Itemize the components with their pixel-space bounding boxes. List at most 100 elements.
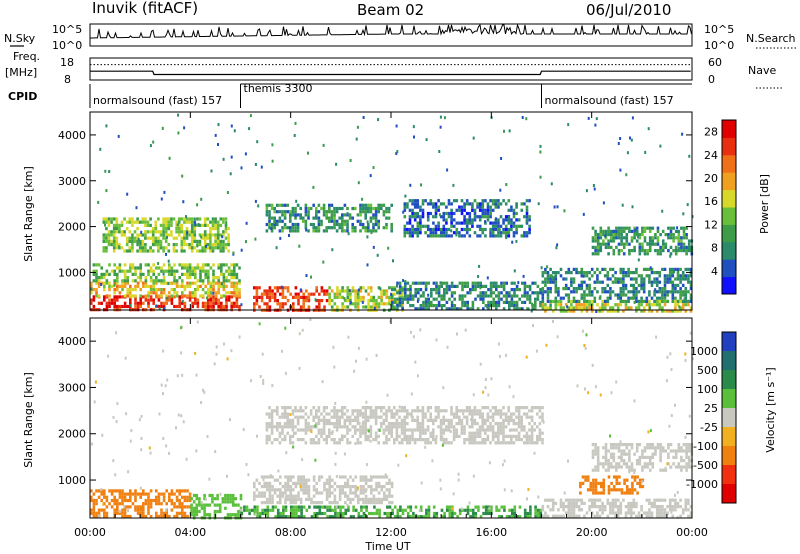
heatmap-cell (489, 409, 492, 413)
heatmap-cell (674, 306, 677, 310)
heatmap-cell (419, 505, 423, 509)
heatmap-cell (254, 199, 257, 203)
heatmap-cell (439, 125, 442, 129)
heatmap-cell (263, 292, 266, 296)
heatmap-cell (178, 498, 181, 503)
heatmap-cell (273, 299, 277, 303)
heatmap-cell (325, 422, 328, 426)
heatmap-cell (387, 206, 391, 211)
heatmap-cell (502, 281, 506, 285)
heatmap-cell (673, 270, 676, 274)
heatmap-cell (320, 431, 323, 435)
heatmap-cell (390, 222, 393, 227)
heatmap-cell (199, 272, 202, 276)
heatmap-cell (486, 438, 490, 442)
heatmap-cell (465, 418, 469, 422)
heatmap-cell (421, 406, 425, 410)
heatmap-cell (239, 506, 243, 510)
heatmap-cell (217, 291, 220, 295)
heatmap-cell (136, 266, 140, 270)
heatmap-cell (492, 300, 495, 304)
heatmap-cell (687, 242, 691, 246)
heatmap-cell (516, 515, 519, 519)
heatmap-cell (120, 230, 124, 234)
heatmap-cell (238, 291, 241, 295)
heatmap-cell (590, 501, 594, 505)
heatmap-cell (612, 443, 616, 447)
heatmap-cell (385, 475, 389, 479)
heatmap-cell (170, 281, 174, 285)
heatmap-cell (510, 418, 513, 422)
heatmap-cell (452, 438, 456, 442)
heatmap-cell (300, 508, 303, 512)
heatmap-cell (667, 236, 670, 240)
heatmap-cell (195, 513, 199, 517)
heatmap-cell (432, 288, 436, 292)
heatmap-cell (403, 422, 406, 426)
nsky-trace (89, 23, 692, 44)
heatmap-cell (390, 422, 393, 426)
heatmap-cell (370, 475, 373, 479)
heatmap-cell (658, 508, 662, 512)
heatmap-cell (364, 431, 367, 435)
heatmap-cell (641, 229, 644, 233)
heatmap-cell (108, 263, 111, 267)
heatmap-cell (328, 488, 331, 492)
heatmap-cell (346, 226, 349, 230)
heatmap-cell (575, 287, 578, 291)
heatmap-cell (528, 224, 531, 228)
heatmap-cell (588, 498, 591, 502)
heatmap-cell (536, 425, 539, 429)
heatmap-cell (617, 142, 620, 145)
heatmap-cell (641, 242, 644, 246)
heatmap-cell (227, 269, 231, 273)
heatmap-cell (195, 497, 199, 501)
heatmap-cell (619, 511, 623, 515)
heatmap-cell (230, 281, 233, 285)
heatmap-cell (687, 267, 690, 271)
heatmap-cell (471, 288, 475, 292)
heatmap-cell (281, 292, 285, 296)
heatmap-cell (453, 284, 456, 288)
heatmap-cell (679, 290, 682, 294)
heatmap-cell (572, 498, 576, 502)
heatmap-cell (162, 281, 166, 285)
heatmap-cell (494, 422, 497, 426)
heatmap-cell (515, 224, 518, 228)
heatmap-cell (291, 418, 295, 422)
heatmap-cell (212, 281, 215, 285)
heatmap-cell (471, 511, 475, 516)
heatmap-cell (539, 144, 542, 148)
heatmap-cell (611, 505, 615, 509)
heatmap-cell (400, 409, 404, 413)
heatmap-cell (190, 503, 193, 507)
heatmap-cell (203, 230, 207, 234)
heatmap-cell (103, 288, 106, 292)
heatmap-cell (149, 246, 152, 250)
heatmap-cell (224, 497, 227, 501)
heatmap-cell (181, 511, 184, 515)
heatmap-cell (341, 229, 344, 233)
heatmap-cell (460, 409, 464, 413)
heatmap-cell (602, 455, 605, 459)
nsky-label: N.Sky (4, 32, 36, 45)
heatmap-cell (211, 217, 215, 221)
heatmap-cell (646, 226, 649, 230)
heatmap-cell (359, 222, 362, 227)
heatmap-cell (486, 218, 490, 222)
heatmap-cell (612, 252, 616, 256)
heatmap-cell (525, 434, 529, 438)
heatmap-cell (207, 301, 210, 305)
heatmap-cell (211, 227, 215, 231)
heatmap-cell (463, 431, 466, 435)
heatmap-cell (103, 489, 106, 493)
heatmap-cell (113, 295, 116, 299)
heatmap-cell (325, 210, 328, 214)
heatmap-cell (346, 481, 350, 485)
heatmap-cell (435, 288, 438, 292)
heatmap-cell (520, 224, 524, 228)
heatmap-cell (195, 506, 199, 510)
heatmap-cell (635, 501, 638, 505)
power-panel-frame (89, 111, 693, 311)
heatmap-cell (525, 205, 529, 209)
